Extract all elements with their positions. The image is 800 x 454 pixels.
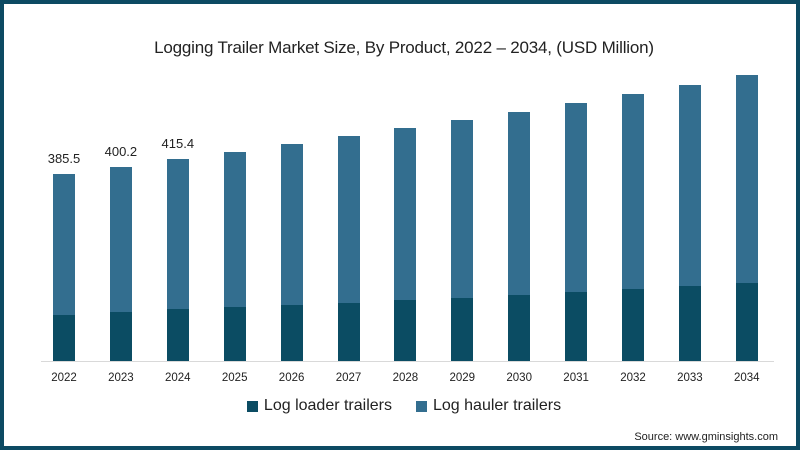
bar-2033 (678, 84, 701, 361)
bar-segment-log-loader (622, 289, 644, 361)
bar-segment-log-hauler (622, 94, 644, 290)
bar-segment-log-hauler (109, 166, 132, 312)
bar-segment-log-loader (451, 297, 474, 361)
bar-segment-log-loader (223, 307, 246, 361)
x-tick-label: 2026 (278, 372, 305, 384)
x-tick-label: 2024 (165, 372, 191, 384)
x-tick-label: 2029 (449, 372, 476, 384)
bar-segment-log-loader (53, 314, 75, 361)
legend-item-log-loader: Log loader trailers (246, 397, 392, 415)
chart-title: Logging Trailer Market Size, By Product,… (154, 38, 654, 57)
bar-segment-log-hauler (280, 144, 303, 305)
bar-2029 (451, 120, 474, 361)
data-label-2022: 385.5 (47, 151, 81, 166)
bar-segment-log-hauler (508, 111, 531, 296)
x-tick-label: 2031 (563, 372, 589, 384)
bar-segment-log-hauler (166, 159, 189, 310)
bar-segment-log-hauler (735, 74, 758, 283)
legend-item-log-hauler: Log hauler trailers (416, 397, 561, 415)
bar-segment-log-loader (678, 285, 701, 361)
bar-segment-log-hauler (337, 136, 360, 303)
legend: Log loader trailers Log hauler trailers (4, 397, 800, 417)
bar-2023 (109, 166, 132, 361)
bar-2022 (53, 174, 75, 361)
x-tick-label: 2034 (734, 372, 760, 384)
bar-2031 (565, 102, 588, 361)
x-tick-label: 2027 (335, 372, 362, 384)
x-tick-label: 2030 (506, 372, 532, 384)
bar-2027 (337, 136, 360, 361)
bar-segment-log-loader (394, 299, 417, 361)
legend-label: Log hauler trailers (433, 397, 562, 414)
bar-segment-log-loader (565, 292, 588, 361)
bar-2024 (166, 159, 189, 361)
bar-2030 (508, 111, 531, 361)
legend-swatch-icon (246, 400, 258, 412)
bar-segment-log-hauler (451, 120, 474, 298)
legend-label: Log loader trailers (263, 397, 392, 414)
bar-segment-log-hauler (678, 84, 701, 286)
x-axis-line (41, 361, 774, 362)
bar-segment-log-loader (337, 302, 360, 361)
bar-segment-log-loader (735, 282, 758, 361)
bar-2026 (280, 144, 303, 361)
bar-segment-log-hauler (223, 151, 246, 308)
bar-segment-log-loader (166, 309, 189, 361)
bar-2025 (223, 151, 246, 361)
x-tick-label: 2022 (51, 372, 77, 384)
legend-swatch-icon (416, 400, 427, 412)
x-tick-label: 2028 (392, 372, 419, 384)
bar-segment-log-loader (280, 304, 303, 361)
bar-2032 (622, 94, 644, 361)
source-note: Source: www.gminsights.com (634, 431, 778, 443)
x-tick-label: 2025 (221, 372, 248, 384)
data-label-2024: 415.4 (161, 136, 195, 152)
bar-2034 (735, 74, 758, 361)
data-label-2023: 400.2 (104, 143, 138, 159)
bar-segment-log-loader (109, 312, 132, 361)
bar-segment-log-loader (508, 295, 531, 361)
x-tick-label: 2023 (108, 372, 134, 384)
x-tick-label: 2032 (620, 372, 646, 384)
bar-segment-log-hauler (394, 128, 417, 300)
plot-area: 385.5 2022 400.2 2023 415.4 2024 2025 2026 2027 2… (4, 4, 800, 454)
bar-segment-log-hauler (565, 102, 588, 293)
bar-2028 (394, 128, 417, 361)
bar-segment-log-hauler (53, 174, 75, 315)
x-tick-label: 2033 (677, 372, 703, 384)
